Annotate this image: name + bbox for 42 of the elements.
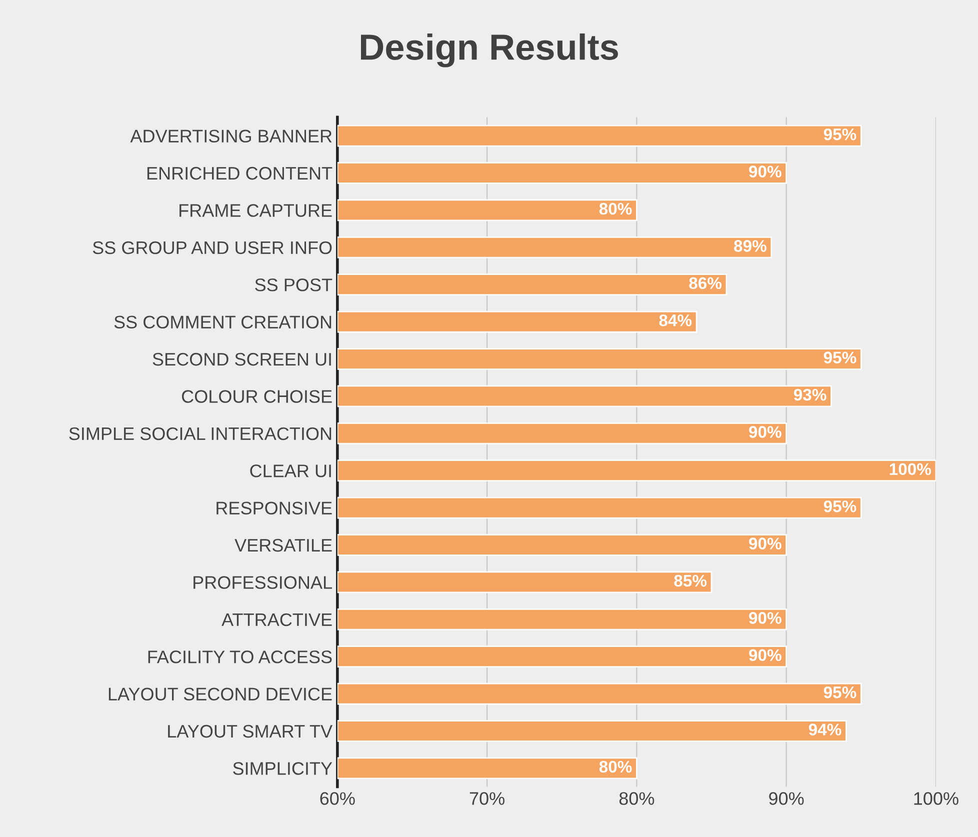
y-tick-label: CLEAR UI bbox=[250, 464, 331, 478]
data-label: 84% bbox=[659, 314, 692, 326]
y-tick-label: FRAME CAPTURE bbox=[180, 204, 332, 217]
x-tick-label: 100% bbox=[914, 792, 958, 805]
data-label: 90% bbox=[749, 649, 782, 662]
data-label: 89% bbox=[734, 240, 766, 252]
data-label: 93% bbox=[794, 388, 826, 401]
y-tick-label: SIMPLE SOCIAL INTERACTION bbox=[69, 427, 332, 440]
data-label: 90% bbox=[749, 612, 782, 624]
data-label: 86% bbox=[689, 277, 722, 290]
y-tick-label: SS POST bbox=[255, 278, 332, 292]
y-tick-label: SECOND SCREEN UI bbox=[152, 352, 331, 366]
data-label: 94% bbox=[808, 724, 842, 736]
data-label: 95% bbox=[824, 686, 856, 698]
y-tick-label: FACILITY TO ACCESS bbox=[148, 650, 332, 664]
data-label: 95% bbox=[824, 500, 856, 512]
y-tick-label: SS GROUP AND USER INFO bbox=[92, 241, 332, 254]
y-tick-label: LAYOUT SECOND DEVICE bbox=[108, 688, 332, 700]
data-label: 80% bbox=[599, 202, 632, 215]
y-tick-label: ENRICHED CONTENT bbox=[147, 166, 332, 180]
y-tick-label: SS COMMENT CREATION bbox=[114, 316, 332, 328]
data-label: 80% bbox=[599, 760, 632, 773]
y-tick-label: COLOUR CHOISE bbox=[182, 390, 332, 403]
y-tick-label: SIMPLICITY bbox=[233, 762, 332, 775]
y-tick-label: LAYOUT SMART TV bbox=[168, 724, 332, 738]
y-tick-label: PROFESSIONAL bbox=[194, 576, 332, 589]
data-label: 100% bbox=[890, 463, 932, 476]
data-label: 95% bbox=[824, 352, 856, 364]
x-tick-label: 90% bbox=[769, 792, 804, 805]
data-label: 95% bbox=[824, 128, 856, 140]
x-tick-label: 70% bbox=[470, 792, 504, 805]
y-tick-label: ATTRACTIVE bbox=[222, 613, 332, 626]
x-tick-label: 80% bbox=[619, 792, 654, 805]
data-label: 85% bbox=[674, 574, 707, 587]
chart-title: Design Results bbox=[360, 33, 618, 68]
x-tick-label: 60% bbox=[320, 792, 355, 805]
y-tick-label: ADVERTISING BANNER bbox=[130, 130, 332, 142]
y-tick-label: VERSATILE bbox=[234, 538, 332, 552]
y-tick-label: RESPONSIVE bbox=[216, 502, 332, 514]
data-label: 90% bbox=[749, 166, 782, 178]
data-label: 90% bbox=[749, 426, 782, 438]
data-label: 90% bbox=[749, 538, 782, 550]
